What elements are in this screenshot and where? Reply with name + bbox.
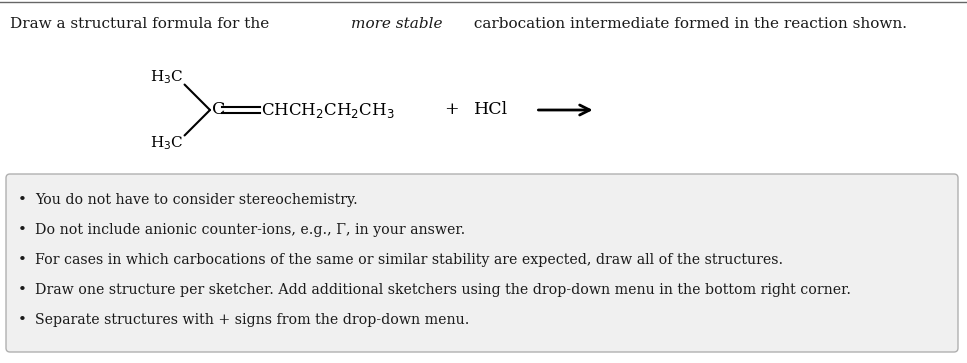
Text: •: • <box>17 193 26 207</box>
Text: •: • <box>17 313 26 327</box>
Text: You do not have to consider stereochemistry.: You do not have to consider stereochemis… <box>35 193 358 207</box>
Text: CHCH$_2$CH$_2$CH$_3$: CHCH$_2$CH$_2$CH$_3$ <box>261 101 395 119</box>
Text: more stable: more stable <box>351 17 442 31</box>
Text: carbocation intermediate formed in the reaction shown.: carbocation intermediate formed in the r… <box>469 17 907 31</box>
Text: •: • <box>17 283 26 297</box>
Text: H$_3$C: H$_3$C <box>150 134 184 152</box>
Text: C: C <box>212 102 225 118</box>
Text: Draw one structure per sketcher. Add additional sketchers using the drop-down me: Draw one structure per sketcher. Add add… <box>35 283 851 297</box>
Text: For cases in which carbocations of the same or similar stability are expected, d: For cases in which carbocations of the s… <box>35 253 783 267</box>
Text: •: • <box>17 253 26 267</box>
Text: Draw a structural formula for the: Draw a structural formula for the <box>10 17 274 31</box>
Text: Separate structures with + signs from the drop-down menu.: Separate structures with + signs from th… <box>35 313 469 327</box>
Text: +: + <box>444 102 458 118</box>
Text: H$_3$C: H$_3$C <box>150 68 184 86</box>
FancyBboxPatch shape <box>6 174 958 352</box>
Text: Do not include anionic counter-ions, e.g., Γ, in your answer.: Do not include anionic counter-ions, e.g… <box>35 223 465 237</box>
Text: •: • <box>17 223 26 237</box>
Text: HCl: HCl <box>474 102 508 118</box>
